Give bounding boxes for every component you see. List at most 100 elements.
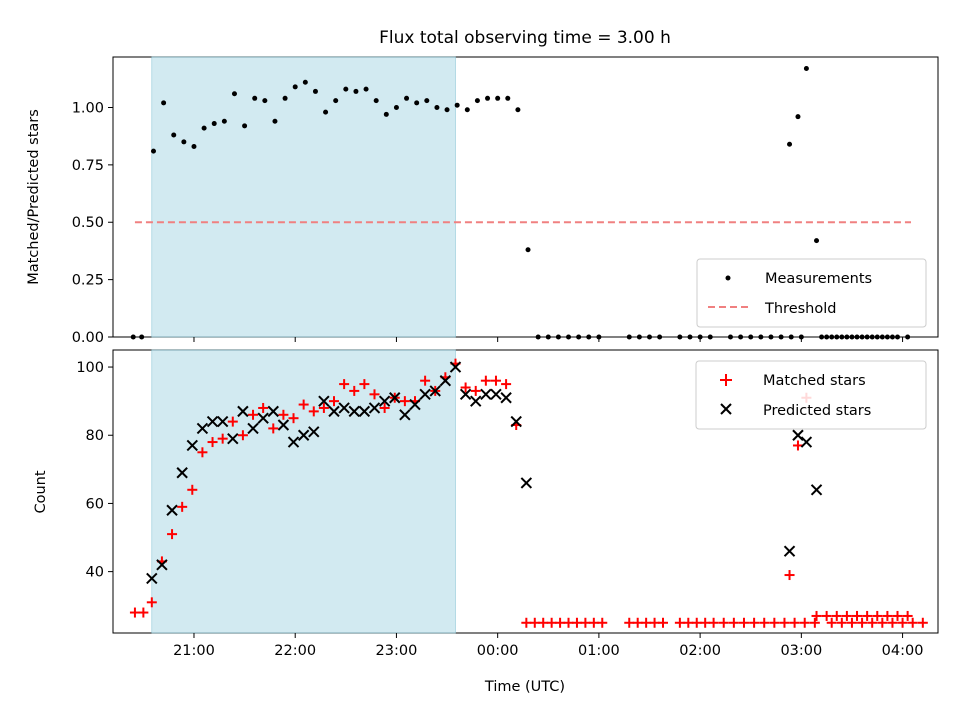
count-y-tick-label: 60 [86, 496, 104, 512]
measurement-point [824, 334, 830, 340]
measurement-point [393, 104, 399, 110]
measurement-point [778, 334, 784, 340]
measurement-point [839, 334, 845, 340]
measurement-point [768, 334, 774, 340]
predicted-star-point [186, 439, 199, 452]
count-panel-shaded-span [151, 349, 456, 634]
measurement-point [677, 334, 683, 340]
matched-star-point [588, 617, 599, 628]
predicted-star-point [237, 405, 249, 418]
measurement-point [139, 334, 145, 340]
matched-star-point [248, 409, 259, 420]
predicted-star-point [328, 405, 340, 418]
ratio-panel-shaded-span [151, 56, 456, 338]
predicted-star-point [449, 361, 462, 373]
predicted-star-point [227, 432, 239, 445]
predicted-star-point [783, 545, 796, 557]
matched-star-point [420, 375, 431, 386]
matched-star-point [278, 409, 289, 420]
matched-star-point [738, 617, 749, 628]
measurement-point [535, 334, 541, 340]
measurement-point [424, 98, 430, 104]
count-y-tick-label: 40 [86, 565, 104, 581]
matched-star-point [207, 437, 218, 448]
chart-title: Flux total observing time = 3.00 h [379, 28, 671, 48]
measurement-point [495, 95, 501, 101]
matched-star-point [632, 617, 643, 628]
legend-measurements-label: Measurements [765, 271, 872, 287]
x-tick-label: 22:00 [274, 643, 316, 659]
matched-star-point [749, 617, 760, 628]
x-tick-label: 01:00 [578, 643, 620, 659]
ratio-panel-axis-ticks: 0.00 0.25 0.50 0.75 1.00 [72, 100, 904, 346]
matched-star-point [460, 382, 471, 393]
measurement-point [657, 334, 663, 340]
ratio-panel-ylabel: Matched/Predicted stars [26, 109, 42, 285]
matched-star-point [563, 617, 574, 628]
matched-star-point [759, 617, 770, 628]
predicted-star-point [368, 402, 381, 414]
measurement-point [485, 95, 491, 101]
ratio-y-tick-label: 0.25 [72, 273, 104, 289]
ratio-panel: Matched/Predicted stars 0.00 0.25 0.50 0.75… [26, 56, 939, 346]
measurement-point [474, 98, 480, 104]
ratio-y-tick-label: 0.00 [72, 330, 104, 346]
count-panel-xlabel: Time (UTC) [484, 679, 565, 695]
matched-star-point [836, 617, 847, 628]
count-panel-legend: Matched stars Predicted stars [695, 360, 927, 430]
count-panel-axis-ticks: 21:00 22:00 23:00 00:00 01:00 02:00 03:00 04:00… [76, 360, 923, 659]
measurement-point [242, 123, 248, 129]
measurement-point [353, 88, 359, 94]
measurement-point [150, 148, 156, 154]
matched-star-point [359, 379, 370, 390]
measurement-point [596, 334, 602, 340]
count-panel-marks [129, 358, 928, 628]
legend-threshold-label: Threshold [764, 301, 836, 317]
predicted-star-point [287, 436, 300, 448]
predicted-star-point [490, 388, 502, 401]
ratio-panel-legend: Measurements Threshold [696, 258, 927, 328]
measurement-point [545, 334, 551, 340]
matched-star-point [298, 399, 309, 410]
matched-star-point [555, 617, 566, 628]
matched-star-point [288, 413, 299, 424]
count-panel: Count Time (UTC) 21:00 22:00 23:00 00:00 01:… [33, 349, 939, 695]
predicted-star-point [257, 412, 269, 424]
predicted-star-point [297, 429, 310, 441]
measurement-point [895, 334, 901, 340]
matched-star-point [658, 617, 668, 628]
measurement-point [292, 84, 298, 90]
measurement-point [272, 118, 278, 124]
measurement-point [302, 79, 308, 85]
predicted-star-point [459, 388, 472, 401]
matched-star-point [892, 610, 903, 621]
measurement-point [464, 107, 470, 113]
matched-star-point [887, 617, 898, 628]
matched-star-point [258, 402, 269, 413]
measurement-point [884, 334, 890, 340]
predicted-star-point [429, 385, 441, 397]
matched-star-point [349, 385, 360, 396]
legend-predicted-label: Predicted stars [763, 403, 871, 419]
matched-star-point [177, 501, 188, 512]
predicted-star-point [792, 429, 804, 441]
matched-star-point [308, 406, 319, 417]
measurement-point [687, 334, 693, 340]
measurement-point [854, 334, 860, 340]
predicted-star-point [267, 405, 279, 418]
shaded-observing-window [151, 56, 456, 338]
predicted-star-point [389, 392, 401, 404]
predicted-star-point [399, 409, 411, 421]
matched-star-point [917, 617, 928, 628]
predicted-star-point [277, 419, 290, 431]
matched-star-point [728, 617, 739, 628]
matched-star-point [902, 610, 913, 621]
matched-star-point [831, 610, 842, 621]
predicted-star-point [439, 374, 452, 387]
matched-star-point [197, 447, 208, 458]
measurement-point [444, 107, 450, 113]
predicted-star-point [419, 388, 431, 401]
measurement-point [566, 334, 572, 340]
matched-star-point [318, 402, 329, 413]
